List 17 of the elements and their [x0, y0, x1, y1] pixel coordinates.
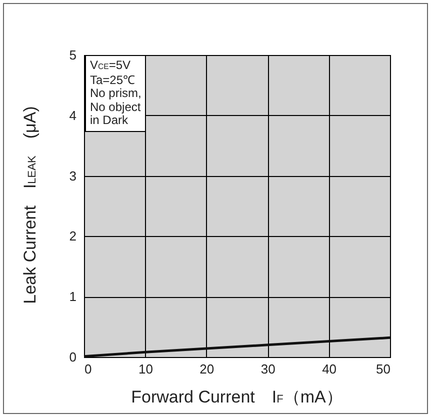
x-tick-label: 20: [200, 362, 214, 376]
y-tick-label: 5: [69, 48, 76, 62]
annotation: Ta=25℃: [90, 72, 136, 86]
line-series: [82, 336, 392, 358]
annotation: in Dark: [90, 113, 128, 127]
x-tick-label: 50: [376, 362, 390, 376]
x-tick-label: 40: [322, 362, 337, 376]
x-tick-label: 30: [260, 362, 276, 376]
x-tick-label: 10: [138, 362, 153, 376]
annotation: No prism,: [90, 86, 142, 100]
x-tick-label: 0: [84, 362, 92, 376]
y-tick-label: 1: [69, 289, 76, 304]
annotation: No object: [90, 100, 141, 114]
y-tick-label: 3: [69, 168, 76, 184]
y-tick-label: 0: [69, 350, 76, 364]
y-tick-label: 2: [69, 228, 76, 244]
y-tick-label: 4: [69, 108, 76, 123]
